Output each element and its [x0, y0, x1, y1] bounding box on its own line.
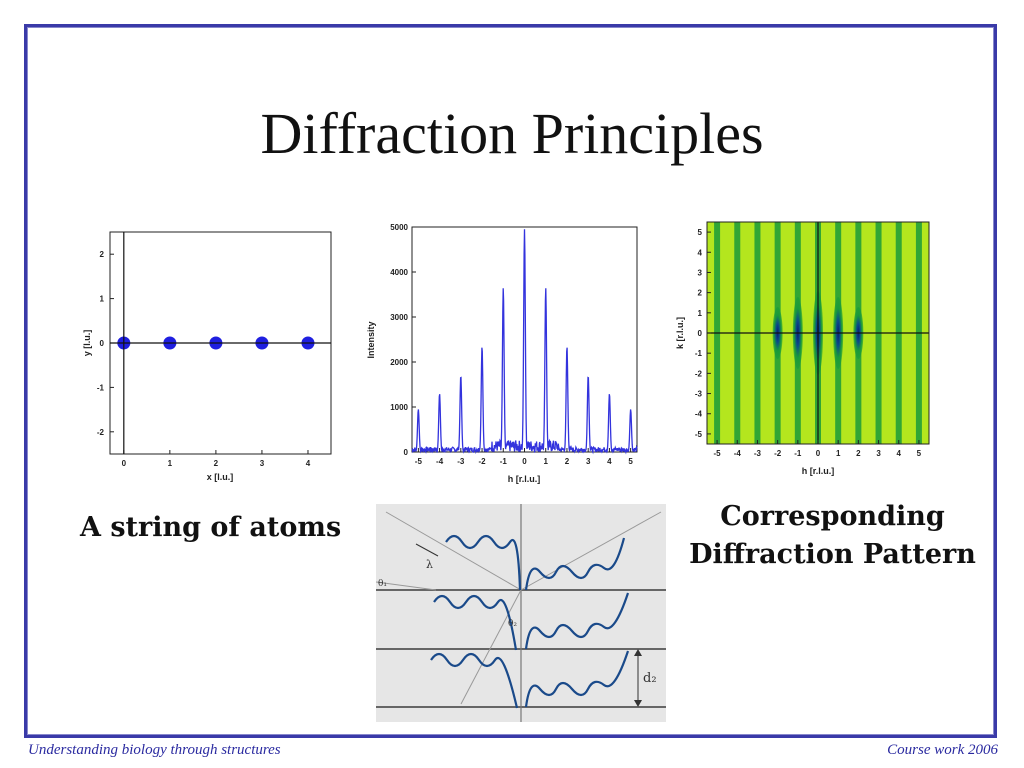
plot3-xtick-label: -4 [734, 449, 742, 458]
plot2-xtick-label: 1 [543, 457, 548, 466]
wave-reflected-3 [524, 650, 630, 708]
plot3-xtick-label: -2 [774, 449, 782, 458]
plot1-xtick-label: 1 [168, 459, 173, 468]
plot1-xlabel: x [l.u.] [207, 472, 234, 482]
plot2-xtick-label: -1 [500, 457, 508, 466]
plot3-ytick-label: -4 [695, 410, 703, 419]
intensity-series-line [411, 229, 638, 455]
plot3-ytick-label: 3 [698, 268, 703, 277]
plot1-xtick-label: 2 [214, 459, 219, 468]
theta2-label: θ₂ [508, 619, 517, 629]
theta1-guide [375, 581, 437, 591]
slide-title: Diffraction Principles [260, 101, 764, 166]
plot3-xtick-label: -5 [714, 449, 722, 458]
plot2-xtick-label: 2 [565, 457, 570, 466]
plot3-xtick-label: 0 [816, 449, 821, 458]
plot3-ytick-label: -5 [695, 430, 703, 439]
plot2-xtick-label: -5 [415, 457, 423, 466]
plot2-xtick-label: 3 [586, 457, 591, 466]
plot1-ytick-label: -1 [97, 383, 105, 392]
slide-frame [24, 24, 997, 738]
plot2-xtick-label: 5 [628, 457, 633, 466]
diffraction-pattern-heatmap: 5 4 3 2 1 0 -1 -2 -3 -4 -5 -5 -4 -3 -2 -1 0 1 2 3 4 5 h [r.l… [675, 221, 930, 476]
plot3-ylabel: k [r.l.u.] [675, 317, 685, 349]
plot3-xtick-label: 1 [836, 449, 841, 458]
wave-incident-1 [445, 534, 522, 591]
plot1-ytick-label: 2 [100, 250, 105, 259]
plot1-ylabel: y [l.u.] [82, 330, 92, 357]
plot3-ytick-label: 0 [698, 329, 703, 338]
spacing-arrow-head-bottom [634, 700, 642, 707]
caption-diffraction-pattern: Corresponding Diffraction Pattern [660, 498, 1005, 574]
atom-string-plot: 2 1 0 -1 -2 0 1 2 3 4 x [l.u.] y [l.u.] [82, 231, 332, 482]
plot2-ytick-label: 2000 [390, 358, 408, 367]
theta1-label: θ₁ [378, 579, 387, 589]
plot1-xtick-label: 4 [306, 459, 311, 468]
plot1-ytick-label: 0 [100, 339, 105, 348]
plot3-ytick-label: -3 [695, 390, 703, 399]
plot2-xtick-label: -4 [436, 457, 444, 466]
plot2-xtick-label: -3 [457, 457, 465, 466]
plot3-ytick-label: 2 [698, 289, 703, 298]
spacing-label: d₂ [643, 671, 657, 686]
plot2-xlabel: h [r.l.u.] [508, 474, 541, 484]
plot3-ytick-label: -1 [695, 349, 703, 358]
plot2-xtick-label: 0 [522, 457, 527, 466]
plot3-ytick-label: 4 [698, 248, 703, 257]
caption-atom-string: A string of atoms [80, 512, 342, 543]
plot3-xtick-label: -1 [794, 449, 802, 458]
path-difference-line [460, 589, 522, 705]
plot3-ytick-label: 1 [698, 309, 703, 318]
plot2-ytick-label: 4000 [390, 268, 408, 277]
intensity-plot: 5000 4000 3000 2000 1000 0 -5 -4 -3 -2 -1 0 1 2 3 4 5 h… [366, 223, 638, 484]
plot3-ytick-label: -2 [695, 369, 703, 378]
wavelength-marker [415, 543, 439, 557]
plot2-ytick-label: 3000 [390, 313, 408, 322]
wave-reflected-1 [524, 537, 626, 591]
plot1-xtick-label: 0 [122, 459, 127, 468]
plot1-xtick-label: 3 [260, 459, 265, 468]
caption-diffraction-line2: Diffraction Pattern [689, 539, 976, 570]
plot1-ytick-label: -2 [97, 428, 105, 437]
wave-incident-2 [433, 594, 518, 651]
wave-reflected-2 [524, 592, 630, 650]
plot3-xtick-label: -3 [754, 449, 762, 458]
plot2-xtick-label: -2 [478, 457, 486, 466]
wave-incident-3 [430, 652, 519, 709]
plot3-ytick-label: 5 [698, 228, 703, 237]
footer-course-title: Understanding biology through structures [28, 742, 281, 758]
bragg-diagram: λ θ₁ θ₂ d₂ [375, 504, 666, 722]
plot3-xlabel: h [r.l.u.] [802, 466, 835, 476]
plot3-xtick-label: 5 [917, 449, 922, 458]
plot1-ytick-label: 1 [100, 295, 105, 304]
footer-course-year: Course work 2006 [887, 742, 998, 758]
plot2-ylabel: Intensity [366, 321, 376, 358]
plot3-xtick-label: 4 [897, 449, 902, 458]
incident-ray-guide [385, 511, 522, 591]
plot2-ytick-label: 0 [404, 448, 409, 457]
caption-diffraction-line1: Corresponding [720, 501, 945, 532]
plot3-xtick-label: 3 [876, 449, 881, 458]
plot2-xtick-label: 4 [607, 457, 612, 466]
plot2-ytick-label: 1000 [390, 403, 408, 412]
plot2-ytick-label: 5000 [390, 223, 408, 232]
plot3-xtick-label: 2 [856, 449, 861, 458]
spacing-arrow-head-top [634, 649, 642, 656]
lambda-label: λ [426, 558, 433, 571]
